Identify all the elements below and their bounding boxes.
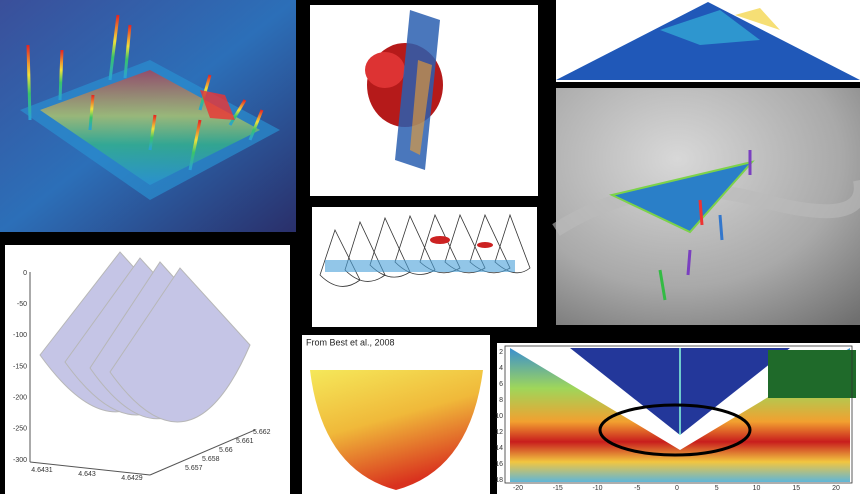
x-tick-label: 4.6431 [31,467,53,474]
y-tick-label: 14 [495,445,503,452]
x-tick-label: 5 [715,485,719,492]
z-tick-label: -50 [17,301,27,308]
y-tick-label: 6 [499,381,503,388]
y-tick-label: 18 [495,477,503,484]
x-tick-label: -5 [634,485,640,492]
y-tick-label: 5.658 [202,456,220,463]
z-tick-label: -200 [13,395,27,402]
z-tick-label: 0 [23,270,27,277]
caption: From Best et al., 2008 [306,337,395,347]
panel-fan: From Best et al., 2008 [302,335,490,494]
y-tick-label: 8 [499,397,503,404]
x-tick-label: 10 [753,485,761,492]
panel-section [497,343,860,494]
y-tick-label: 12 [495,429,503,436]
x-tick-label: 15 [792,485,800,492]
y-tick-label: 5.662 [253,429,271,436]
panel-blob [310,5,538,196]
y-tick-label: 4 [499,365,503,372]
y-tick-label: 2 [499,349,503,356]
panel-triangle [556,0,860,82]
y-tick-label: 16 [495,461,503,468]
panel-purple-cones [5,245,290,494]
x-tick-label: 4.6429 [121,475,143,482]
x-tick-label: -20 [513,485,523,492]
panel-terrain [552,88,860,325]
z-tick-label: -150 [13,363,27,370]
z-tick-label: -100 [13,332,27,339]
x-tick-label: 0 [675,485,679,492]
panel-cones [312,207,537,327]
z-tick-label: -250 [13,426,27,433]
y-tick-label: 5.657 [185,465,203,472]
z-tick-label: -300 [13,457,27,464]
x-tick-label: -15 [553,485,563,492]
panel-3d-spikes [0,0,296,232]
y-tick-label: 5.66 [219,447,233,454]
x-tick-label: -10 [592,485,602,492]
x-tick-label: 20 [832,485,840,492]
y-tick-label: 5.661 [236,438,254,445]
x-tick-label: 4.643 [78,471,96,478]
y-tick-label: 10 [495,413,503,420]
